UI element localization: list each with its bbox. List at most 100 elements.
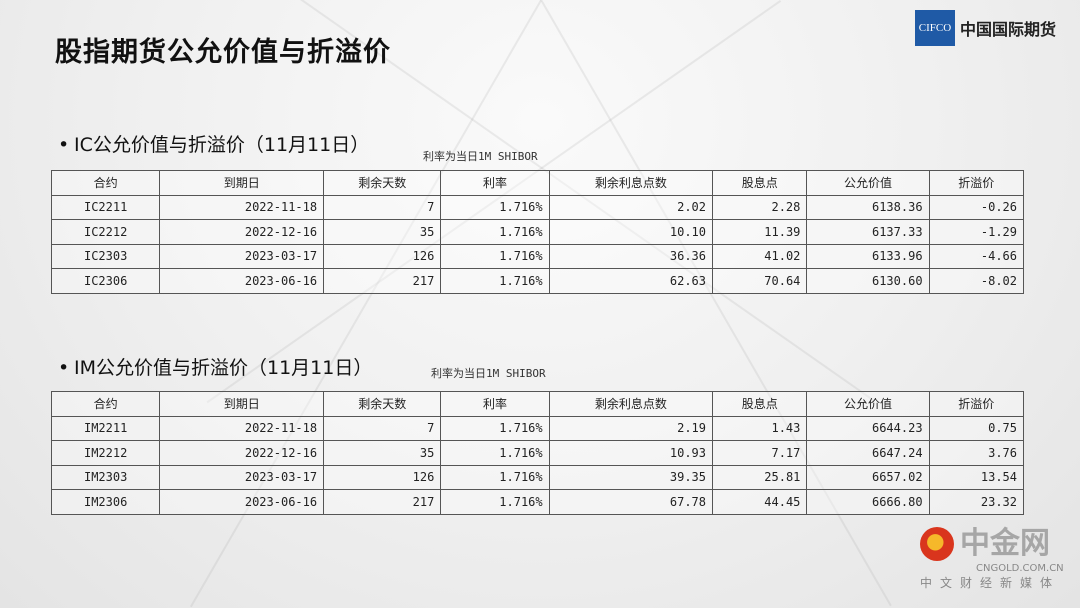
table-cell: 1.716% [440, 489, 550, 515]
table-cell: 217 [323, 489, 442, 515]
watermark-domain: CNGOLD.COM.CN [976, 563, 1064, 574]
table-cell: 6666.80 [806, 489, 930, 515]
im-heading-text: IM公允价值与折溢价（11月11日） [74, 357, 373, 379]
table-cell: 1.716% [440, 219, 550, 245]
table-cell: 41.02 [711, 243, 808, 269]
table-row: IC2303 2023-03-17 126 1.716% 36.36 41.02 6133.… [50, 243, 1025, 269]
ic-table: 合约 到期日 剩余天数 利率 剩余利息点数 股息点 公允价值 折溢价 IC2211 2022-11… [50, 170, 1025, 294]
table-cell: 35 [323, 440, 442, 466]
logo-name: 中国国际期货 [960, 20, 1057, 39]
column-header: 公允价值 [806, 170, 930, 196]
table-row: IC2212 2022-12-16 35 1.716% 10.10 11.39 6137.3… [50, 219, 1025, 245]
column-header: 合约 [50, 391, 161, 417]
bullet-icon: • [58, 134, 70, 156]
table-cell: -0.26 [928, 194, 1025, 220]
table-cell: 6137.33 [806, 219, 930, 245]
table-cell: 6130.60 [806, 268, 930, 294]
column-header: 剩余利息点数 [548, 170, 714, 196]
table-cell: 23.32 [928, 489, 1025, 515]
table-cell: IC2212 [50, 219, 161, 245]
table-cell: 2023-03-17 [159, 464, 325, 490]
column-header: 股息点 [711, 170, 808, 196]
table-cell: IM2303 [50, 464, 161, 490]
column-header: 合约 [50, 170, 161, 196]
table-cell: -4.66 [928, 243, 1025, 269]
im-section-heading: • IM公允价值与折溢价（11月11日） [58, 356, 372, 380]
ic-rate-note: 利率为当日1M SHIBOR [423, 150, 538, 163]
column-header: 股息点 [711, 391, 808, 417]
watermark-name: 中金网 [960, 526, 1050, 561]
table-cell: 2022-11-18 [159, 194, 325, 220]
table-row: IC2211 2022-11-18 7 1.716% 2.02 2.28 6138.36 -0… [50, 194, 1025, 220]
column-header: 剩余利息点数 [548, 391, 714, 417]
table-cell: 1.716% [440, 464, 550, 490]
table-cell: 25.81 [711, 464, 808, 490]
table-cell: IC2303 [50, 243, 161, 269]
table-cell: IC2306 [50, 268, 161, 294]
table-header-row: 合约 到期日 剩余天数 利率 剩余利息点数 股息点 公允价值 折溢价 [50, 391, 1025, 417]
column-header: 到期日 [159, 391, 325, 417]
im-table: 合约 到期日 剩余天数 利率 剩余利息点数 股息点 公允价值 折溢价 IM2211 2022-11… [50, 391, 1025, 515]
table-cell: IM2211 [50, 415, 161, 441]
table-cell: 2.28 [711, 194, 808, 220]
table-cell: 1.43 [711, 415, 808, 441]
page-title: 股指期货公允价值与折溢价 [55, 37, 391, 68]
column-header: 利率 [440, 391, 550, 417]
table-cell: 6647.24 [806, 440, 930, 466]
ic-heading-text: IC公允价值与折溢价（11月11日） [74, 134, 370, 156]
table-cell: 1.716% [440, 415, 550, 441]
column-header: 利率 [440, 170, 550, 196]
table-header-row: 合约 到期日 剩余天数 利率 剩余利息点数 股息点 公允价值 折溢价 [50, 170, 1025, 196]
table-row: IC2306 2023-06-16 217 1.716% 62.63 70.64 6130.… [50, 268, 1025, 294]
table-cell: 2023-06-16 [159, 489, 325, 515]
cngold-logo-icon [920, 527, 954, 561]
logo-badge: CIFCO [915, 10, 955, 46]
cngold-watermark: 中金网 CNGOLD.COM.CN 中文财经新媒体 [920, 526, 1064, 591]
table-cell: 2.02 [548, 194, 714, 220]
table-cell: 2022-12-16 [159, 219, 325, 245]
table-cell: 70.64 [711, 268, 808, 294]
table-cell: 2023-06-16 [159, 268, 325, 294]
column-header: 到期日 [159, 170, 325, 196]
column-header: 公允价值 [806, 391, 930, 417]
table-cell: 126 [323, 243, 442, 269]
table-row: IM2306 2023-06-16 217 1.716% 67.78 44.45 6666.… [50, 489, 1025, 515]
background-line [540, 0, 892, 607]
table-cell: -8.02 [928, 268, 1025, 294]
table-cell: IC2211 [50, 194, 161, 220]
table-cell: 6138.36 [806, 194, 930, 220]
table-cell: 6644.23 [806, 415, 930, 441]
table-cell: 67.78 [548, 489, 714, 515]
column-header: 剩余天数 [323, 391, 442, 417]
im-rate-note: 利率为当日1M SHIBOR [431, 367, 546, 380]
table-cell: 3.76 [928, 440, 1025, 466]
table-cell: 2022-12-16 [159, 440, 325, 466]
table-cell: 2023-03-17 [159, 243, 325, 269]
table-cell: 2022-11-18 [159, 415, 325, 441]
column-header: 剩余天数 [323, 170, 442, 196]
column-header: 折溢价 [928, 391, 1025, 417]
table-cell: IM2212 [50, 440, 161, 466]
table-cell: -1.29 [928, 219, 1025, 245]
background-line [190, 0, 542, 608]
table-cell: 39.35 [548, 464, 714, 490]
table-cell: 6657.02 [806, 464, 930, 490]
table-cell: 7.17 [711, 440, 808, 466]
table-cell: 1.716% [440, 268, 550, 294]
table-cell: 36.36 [548, 243, 714, 269]
table-cell: 126 [323, 464, 442, 490]
table-cell: 6133.96 [806, 243, 930, 269]
table-cell: IM2306 [50, 489, 161, 515]
column-header: 折溢价 [928, 170, 1025, 196]
table-cell: 11.39 [711, 219, 808, 245]
ic-section-heading: • IC公允价值与折溢价（11月11日） [58, 133, 369, 157]
cifco-logo: CIFCO 中国国际期货 [915, 10, 1056, 46]
table-cell: 10.10 [548, 219, 714, 245]
table-cell: 62.63 [548, 268, 714, 294]
table-cell: 7 [323, 415, 442, 441]
table-row: IM2303 2023-03-17 126 1.716% 39.35 25.81 6657.… [50, 464, 1025, 490]
table-cell: 10.93 [548, 440, 714, 466]
table-cell: 7 [323, 194, 442, 220]
table-cell: 13.54 [928, 464, 1025, 490]
table-cell: 1.716% [440, 440, 550, 466]
